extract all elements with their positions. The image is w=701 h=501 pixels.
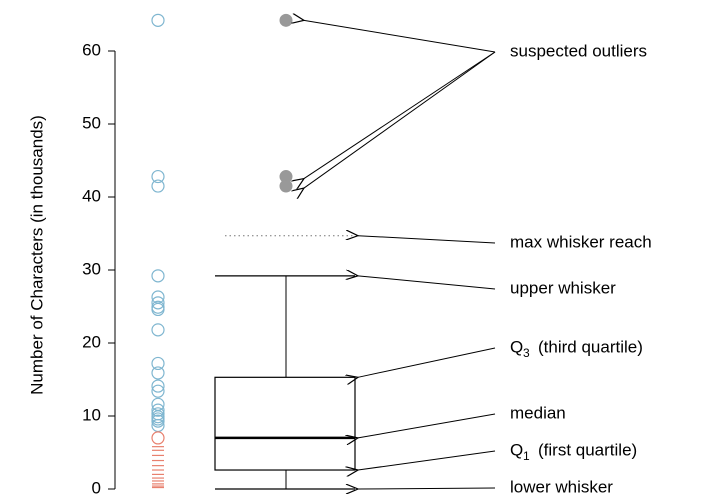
y-tick-label: 60 bbox=[82, 40, 101, 59]
y-tick-label: 0 bbox=[92, 478, 101, 497]
annotation-arrow bbox=[358, 236, 496, 244]
data-point bbox=[151, 302, 165, 317]
data-point bbox=[151, 296, 165, 310]
data-point bbox=[151, 414, 165, 428]
data-point bbox=[151, 269, 165, 283]
annotation-arrow bbox=[304, 51, 496, 188]
annotation-subscript: 3 bbox=[523, 346, 530, 360]
data-point bbox=[151, 179, 165, 193]
data-point bbox=[151, 384, 165, 398]
annotation-arrow bbox=[304, 20, 496, 53]
annotation-arrow bbox=[304, 51, 496, 179]
annotation-label: max whisker reach bbox=[510, 232, 652, 251]
annotation-arrow bbox=[358, 413, 496, 438]
annotation-subscript: 1 bbox=[523, 449, 530, 463]
y-tick-label: 30 bbox=[82, 259, 101, 278]
annotation-label: upper whisker bbox=[510, 278, 616, 297]
outlier bbox=[279, 13, 293, 27]
data-point bbox=[151, 431, 165, 445]
data-point bbox=[151, 323, 165, 337]
outlier bbox=[279, 179, 293, 193]
annotation-text: (third quartile) bbox=[538, 337, 643, 356]
data-point bbox=[151, 356, 165, 371]
annotation-label: lower whisker bbox=[510, 477, 613, 496]
annotation-symbol: Q bbox=[510, 337, 523, 356]
data-point bbox=[151, 403, 165, 417]
box bbox=[214, 376, 356, 471]
data-point bbox=[151, 13, 165, 27]
annotation-arrow bbox=[358, 276, 496, 290]
annotation-arrow bbox=[358, 347, 496, 377]
data-point bbox=[151, 379, 165, 393]
data-point bbox=[151, 366, 165, 380]
annotation-symbol: Q bbox=[510, 440, 523, 459]
y-tick-label: 40 bbox=[82, 186, 101, 205]
data-point bbox=[151, 169, 165, 184]
annotation-label: Q 1 (first quartile) bbox=[510, 440, 637, 463]
y-tick-label: 50 bbox=[82, 113, 101, 132]
annotation-label: median bbox=[510, 403, 566, 422]
annotation-arrow bbox=[358, 488, 496, 489]
annotation-label: suspected outliers bbox=[510, 41, 647, 60]
annotation-text: (first quartile) bbox=[538, 440, 637, 459]
y-tick-label: 10 bbox=[82, 405, 101, 424]
annotation-arrow bbox=[358, 450, 496, 470]
y-tick-label: 20 bbox=[82, 332, 101, 351]
annotation-label: Q 3 (third quartile) bbox=[510, 337, 643, 360]
y-axis-label: Number of Characters (in thousands) bbox=[27, 115, 46, 395]
